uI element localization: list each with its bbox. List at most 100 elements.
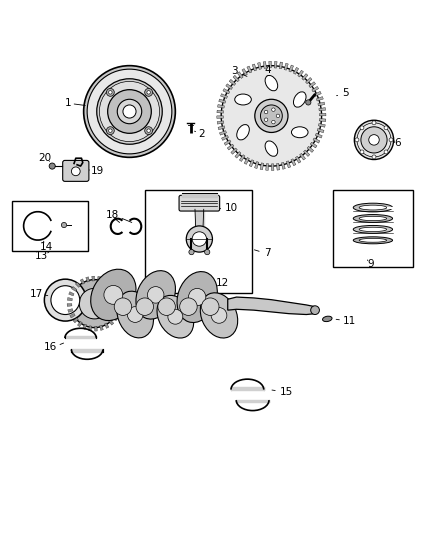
Polygon shape: [274, 61, 277, 68]
Circle shape: [261, 105, 283, 127]
Polygon shape: [117, 301, 122, 304]
Polygon shape: [116, 295, 121, 298]
Polygon shape: [284, 63, 288, 70]
Polygon shape: [316, 96, 323, 101]
Polygon shape: [217, 116, 223, 118]
Ellipse shape: [91, 269, 136, 320]
Ellipse shape: [359, 227, 387, 231]
Circle shape: [205, 249, 210, 255]
Circle shape: [372, 155, 376, 159]
Polygon shape: [83, 324, 87, 329]
Circle shape: [221, 66, 321, 166]
Polygon shape: [314, 91, 321, 96]
Polygon shape: [111, 285, 116, 289]
Text: 11: 11: [343, 316, 356, 326]
Ellipse shape: [359, 238, 387, 242]
Ellipse shape: [291, 127, 308, 138]
Text: 19: 19: [91, 166, 104, 176]
Polygon shape: [319, 114, 326, 116]
Circle shape: [354, 120, 394, 159]
Circle shape: [117, 99, 142, 124]
Polygon shape: [102, 278, 106, 283]
Circle shape: [158, 298, 175, 316]
Polygon shape: [218, 104, 224, 108]
Polygon shape: [233, 75, 239, 82]
Circle shape: [192, 232, 207, 246]
Polygon shape: [95, 326, 97, 331]
Circle shape: [127, 306, 143, 322]
Circle shape: [372, 121, 376, 125]
Bar: [12, 201, 88, 251]
Polygon shape: [221, 94, 227, 99]
Polygon shape: [317, 128, 324, 133]
Text: 5: 5: [343, 88, 349, 98]
Polygon shape: [70, 313, 75, 318]
Circle shape: [87, 69, 172, 154]
Polygon shape: [276, 163, 279, 170]
Polygon shape: [229, 79, 236, 85]
Text: 15: 15: [280, 387, 293, 397]
Circle shape: [109, 91, 112, 94]
Polygon shape: [260, 163, 264, 169]
Polygon shape: [80, 279, 85, 284]
Polygon shape: [228, 297, 315, 314]
Circle shape: [114, 298, 132, 316]
Circle shape: [255, 99, 288, 133]
Circle shape: [276, 114, 280, 118]
Polygon shape: [304, 150, 310, 156]
Polygon shape: [281, 163, 285, 169]
Circle shape: [71, 167, 80, 176]
Polygon shape: [291, 159, 296, 166]
Text: 18: 18: [106, 211, 119, 221]
Ellipse shape: [353, 215, 392, 222]
Ellipse shape: [359, 205, 387, 210]
Polygon shape: [302, 74, 308, 80]
Circle shape: [360, 126, 364, 130]
Circle shape: [211, 308, 227, 323]
Polygon shape: [247, 66, 252, 73]
Ellipse shape: [157, 295, 194, 338]
Circle shape: [201, 298, 219, 316]
Polygon shape: [86, 277, 89, 282]
FancyBboxPatch shape: [179, 195, 219, 211]
Circle shape: [272, 120, 275, 124]
Polygon shape: [300, 154, 306, 160]
Polygon shape: [107, 280, 112, 286]
Polygon shape: [298, 70, 304, 77]
Circle shape: [306, 100, 311, 105]
Text: 20: 20: [39, 153, 52, 163]
Circle shape: [357, 123, 391, 157]
Polygon shape: [237, 72, 243, 78]
Polygon shape: [217, 110, 224, 113]
Circle shape: [145, 88, 152, 96]
Circle shape: [188, 288, 206, 306]
Polygon shape: [258, 62, 261, 69]
Circle shape: [71, 280, 119, 328]
Circle shape: [79, 288, 110, 319]
Polygon shape: [222, 135, 229, 140]
Polygon shape: [315, 133, 322, 138]
Polygon shape: [263, 62, 266, 68]
Polygon shape: [266, 164, 268, 171]
Circle shape: [361, 127, 387, 153]
Polygon shape: [71, 286, 77, 292]
Text: 9: 9: [367, 260, 374, 269]
Polygon shape: [244, 157, 249, 164]
Polygon shape: [231, 148, 237, 154]
Circle shape: [61, 222, 67, 228]
Polygon shape: [319, 108, 326, 111]
Polygon shape: [104, 323, 109, 328]
Circle shape: [186, 226, 212, 252]
Polygon shape: [289, 65, 293, 72]
Polygon shape: [223, 88, 230, 94]
Polygon shape: [217, 121, 224, 124]
Polygon shape: [249, 160, 254, 167]
Polygon shape: [293, 67, 299, 74]
FancyBboxPatch shape: [63, 160, 89, 181]
Polygon shape: [252, 64, 257, 71]
Ellipse shape: [353, 203, 392, 212]
Circle shape: [49, 163, 55, 169]
Text: 8: 8: [188, 281, 194, 292]
Ellipse shape: [293, 92, 306, 107]
Text: 16: 16: [44, 342, 57, 352]
